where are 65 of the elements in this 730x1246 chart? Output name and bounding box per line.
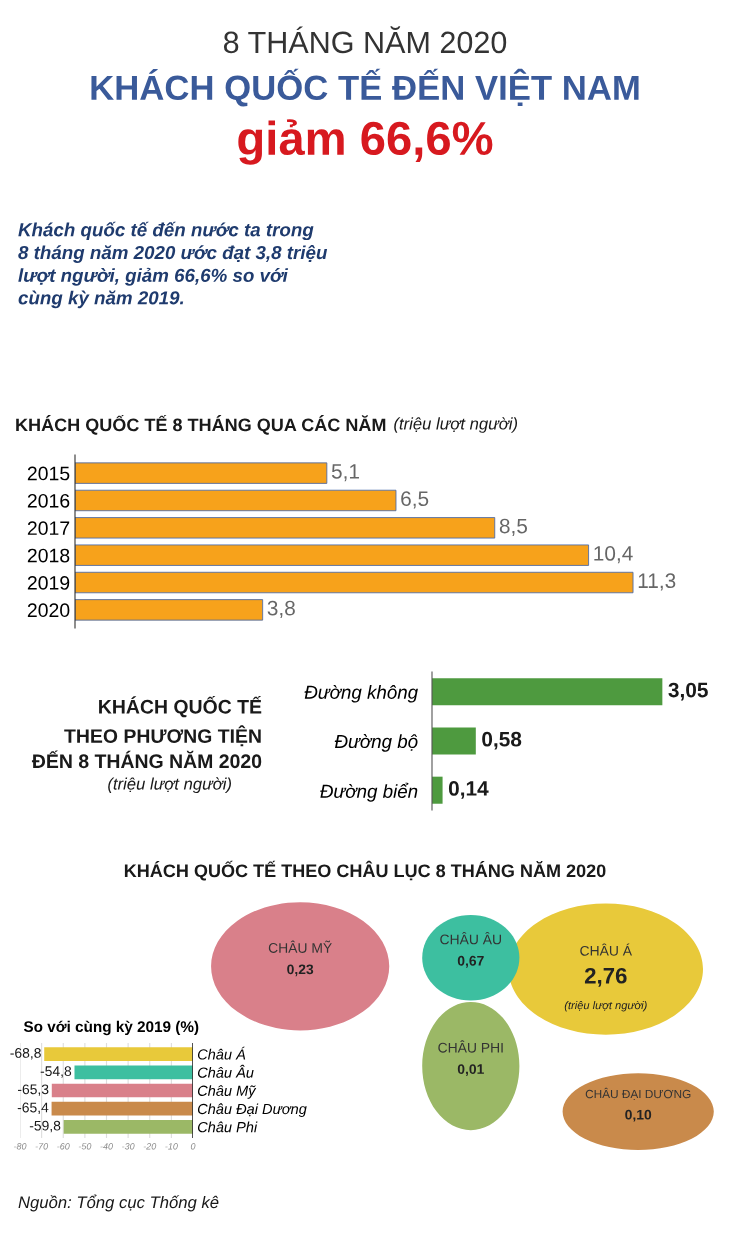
data-label: 3,05 (668, 682, 708, 701)
data-label: 3,8 (267, 600, 295, 618)
chart-title: KHÁCH QUỐC TẾ 8 THÁNG QUA CÁC NĂM (16, 414, 386, 435)
text: KHÁCH QUỐC TẾ THEO PHƯƠNG TIỆN ĐẾN 8 THÁNG NĂM 2020 (31, 696, 262, 769)
text: (triệu lượt người) (564, 1000, 647, 1012)
y-tick-label: Châu Âu (197, 1064, 254, 1078)
x-tick-label: 0 (190, 1143, 196, 1150)
category-label: CHÂU ÂU (440, 932, 501, 945)
data-label: 0,10 (625, 1109, 652, 1122)
category-label: CHÂU PHI (438, 1040, 503, 1053)
data-label: 0,01 (457, 1064, 484, 1077)
y-tick-label: Châu Đại Dương (197, 1103, 307, 1118)
bar (75, 517, 496, 539)
y-tick-label: 2020 (27, 603, 70, 618)
data-label: -54,8 (40, 1066, 72, 1078)
bar (75, 571, 634, 594)
y-tick-label: 2015 (27, 466, 70, 481)
y-tick-label: Đường không (304, 684, 418, 703)
y-tick-label: Đường biển (320, 782, 418, 802)
y-tick-label: Châu Mỹ (197, 1085, 257, 1099)
chart-subtitle: (triệu lượt người) (394, 417, 518, 433)
data-label: 8,5 (499, 518, 528, 536)
data-label: 2,76 (584, 967, 627, 987)
data-label: 0,67 (457, 955, 484, 968)
text: giảm 66,6% (238, 119, 493, 165)
y-tick-label: Châu Phi (197, 1121, 258, 1133)
data-label: 11,3 (638, 573, 676, 591)
x-tick-label: -50 (78, 1143, 92, 1150)
category-label: CHÂU MỸ (268, 940, 332, 953)
text: Khách quốc tế đến nước ta trong 8 tháng năm 2020 ước đạt 3,8 triệu lượt người, giảm 66,6% so với cùng kỳ năm 2019. (18, 221, 328, 309)
data-label: 0,58 (482, 731, 522, 750)
x-tick-label: -80 (13, 1143, 27, 1150)
data-label: -65,3 (17, 1084, 49, 1096)
y-tick-label: Châu Á (197, 1046, 246, 1060)
text: 8 THÁNG NĂM 2020 (223, 26, 507, 54)
y-tick-label: 2018 (27, 548, 70, 563)
x-tick-label: -30 (122, 1143, 135, 1150)
text: KHÁCH QUỐC TẾ THEO CHÂU LỤC 8 THÁNG NĂM 2020 (124, 860, 606, 881)
bar (75, 489, 397, 512)
text: Nguồn: Tổng cục Thống kê (18, 1194, 219, 1212)
y-tick-label: Đường bộ (334, 734, 418, 752)
text: KHÁCH QUỐC TẾ ĐẾN VIỆT NAM (91, 68, 639, 107)
y-tick-label: 2017 (27, 521, 70, 536)
data-label: -68,8 (10, 1048, 41, 1060)
data-label: 10,4 (594, 546, 633, 564)
data-label: -65,4 (17, 1102, 49, 1115)
bar (75, 599, 264, 621)
y-tick-label: 2019 (27, 576, 70, 590)
bar (75, 544, 590, 566)
x-tick-label: -60 (57, 1143, 70, 1150)
chart-title: So với cùng kỳ 2019 (%) (23, 1020, 199, 1036)
y-tick-label: 2016 (27, 493, 70, 508)
x-tick-label: -20 (143, 1143, 157, 1150)
category-label: CHÂU Á (580, 943, 633, 956)
x-tick-label: -70 (35, 1143, 49, 1150)
x-tick-label: -40 (100, 1143, 113, 1150)
text: (triệu lượt người) (108, 777, 232, 794)
data-label: -59,8 (29, 1120, 61, 1133)
x-tick-label: -10 (165, 1143, 178, 1150)
data-label: 5,1 (331, 464, 359, 482)
bar (75, 462, 328, 484)
data-label: 6,5 (401, 491, 429, 509)
category-label: CHÂU ĐẠI DƯƠNG (585, 1087, 691, 1100)
data-label: 0,23 (287, 964, 314, 977)
data-label: 0,14 (448, 781, 489, 799)
